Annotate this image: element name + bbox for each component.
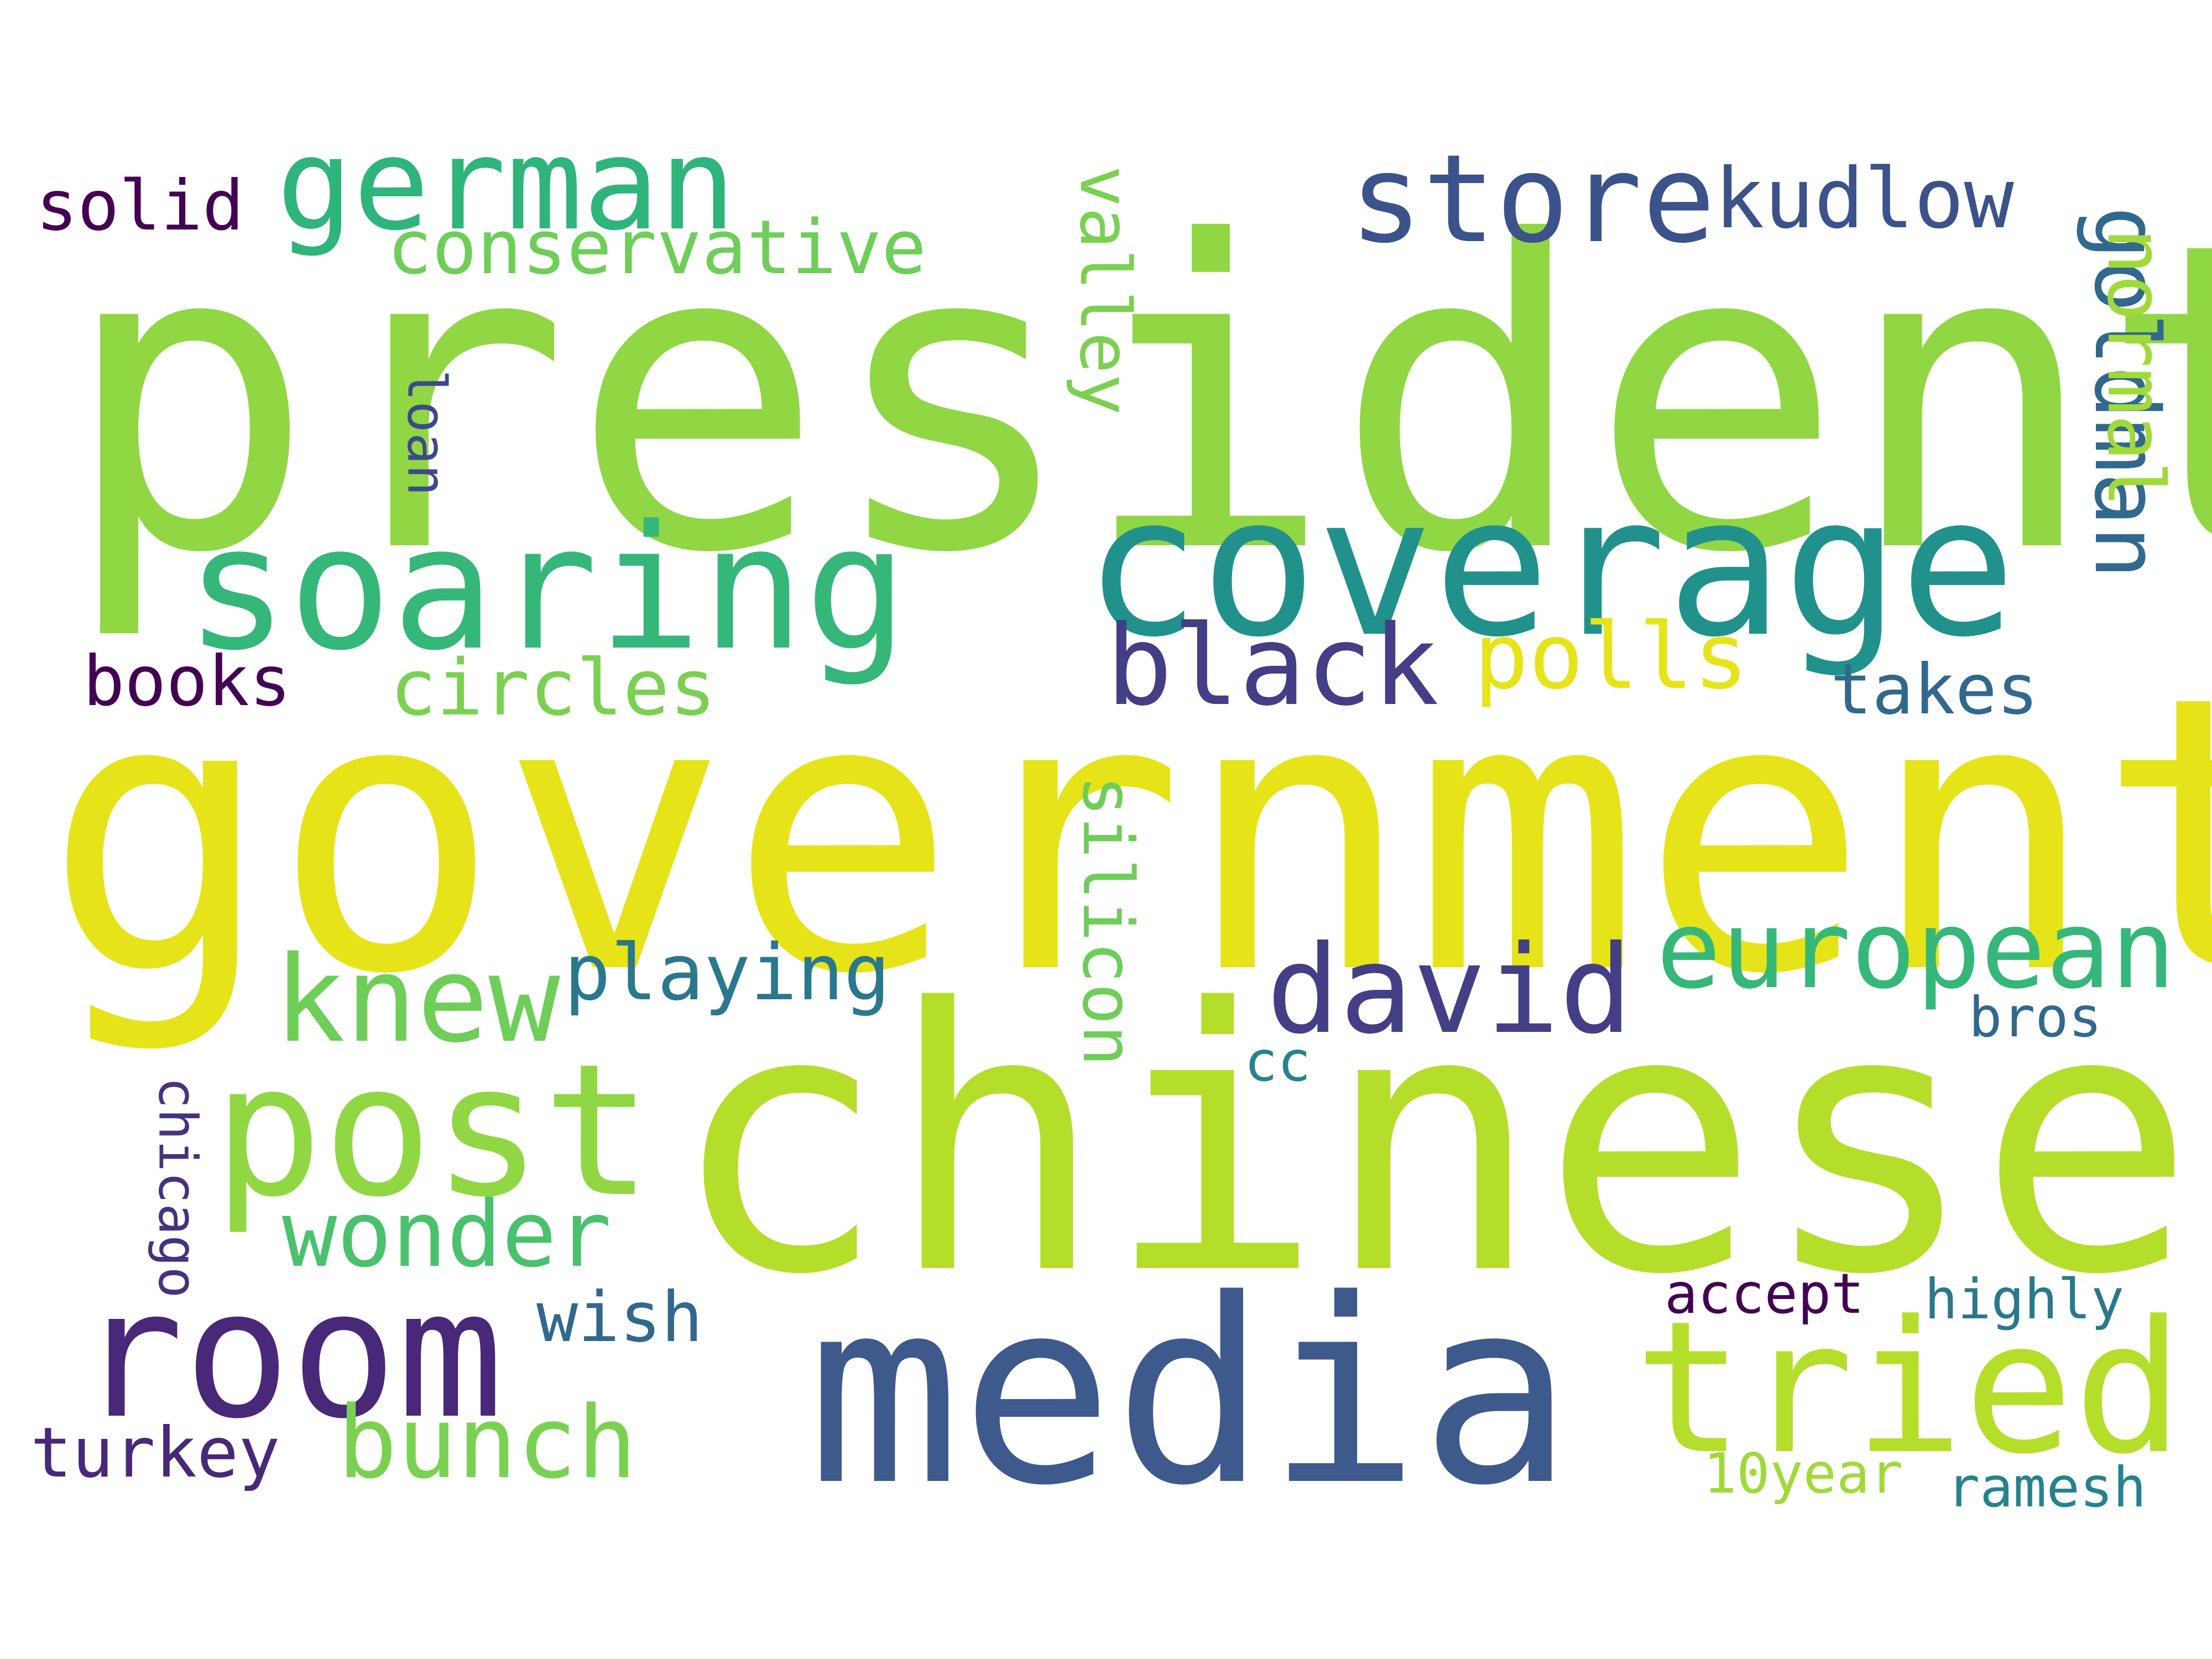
word-government: government bbox=[44, 615, 2212, 1057]
word-soaring: soaring bbox=[185, 489, 908, 688]
word-polls: polls bbox=[1474, 603, 1749, 709]
word-silicon: silicon bbox=[1067, 775, 1147, 1067]
word-chicago: chicago bbox=[147, 1077, 208, 1298]
word-david: david bbox=[1266, 919, 1633, 1061]
word-wonder: wonder bbox=[282, 1181, 612, 1287]
word-takes: takes bbox=[1830, 650, 2039, 730]
word-president: president bbox=[61, 153, 2212, 645]
word-wish: wish bbox=[536, 1277, 703, 1358]
word-media: media bbox=[807, 1245, 1573, 1541]
word-post: post bbox=[213, 1025, 653, 1237]
word-black: black bbox=[1106, 602, 1439, 731]
word-turkey: turkey bbox=[30, 1413, 280, 1493]
word-loan: loan bbox=[395, 369, 457, 496]
word-coverage: coverage bbox=[1084, 454, 2016, 680]
word-german: german bbox=[276, 111, 736, 259]
word-normal: normal bbox=[2090, 228, 2180, 508]
word-valley: valley bbox=[1065, 165, 1145, 415]
word-circles: circles bbox=[390, 643, 717, 733]
word-conservative: conservative bbox=[387, 204, 927, 291]
word-highly: highly bbox=[1924, 1267, 2125, 1332]
word-european: european bbox=[1656, 887, 2176, 1013]
word-chinese: chinese bbox=[669, 932, 2196, 1354]
word-accept: accept bbox=[1665, 1261, 1865, 1326]
word-books: books bbox=[83, 641, 291, 722]
word-ramesh: ramesh bbox=[1947, 1455, 2147, 1520]
word-knew: knew bbox=[274, 930, 560, 1069]
word-bros: bros bbox=[1969, 985, 2102, 1050]
word-bunch: bunch bbox=[337, 1385, 637, 1501]
word-kudlow: kudlow bbox=[1714, 151, 2014, 247]
word-tried: tried bbox=[1634, 1282, 2184, 1494]
word-10year: 10year bbox=[1703, 1441, 1903, 1506]
word-store: store bbox=[1349, 128, 1716, 270]
word-room: room bbox=[77, 1252, 504, 1458]
word-solid: solid bbox=[36, 166, 244, 246]
word-playing: playing bbox=[564, 928, 891, 1018]
word-cc: cc bbox=[1244, 1029, 1311, 1094]
